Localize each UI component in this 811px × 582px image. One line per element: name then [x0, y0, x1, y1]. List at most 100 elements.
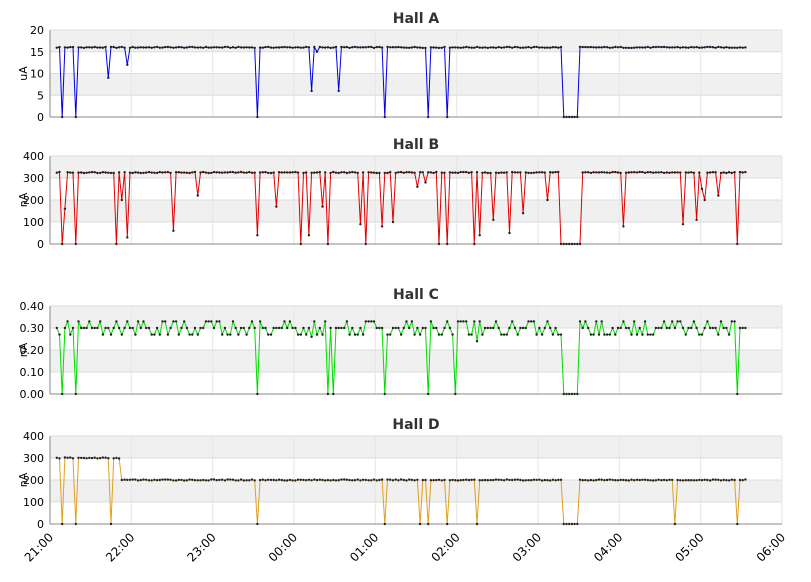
hall-c-data-point [530, 320, 533, 323]
hall-b-data-point [730, 171, 733, 175]
hall-b-data-point [58, 170, 61, 174]
hall-d-data-point [703, 478, 706, 481]
hall-c-data-point [99, 320, 102, 323]
hall-b-data-point [107, 171, 110, 174]
hall-b-data-point [611, 170, 614, 174]
hall-a-data-point [719, 46, 723, 49]
hall-b-data-point [128, 171, 132, 174]
hall-d-data-point [329, 479, 332, 482]
hall-a-data-point [307, 46, 311, 49]
hall-d-data-point [391, 479, 395, 482]
hall-a-data-point [234, 46, 237, 49]
hall-c-data-point [465, 320, 468, 323]
hall-a-data-point [261, 46, 264, 49]
hall-d-data-point [82, 456, 86, 460]
hall-a-data-point [692, 46, 696, 49]
hall-a-data-point [109, 45, 113, 49]
hall-a-data-point [465, 45, 468, 49]
hall-b-data-point [527, 171, 530, 175]
hall-b-data-point [657, 171, 660, 174]
hall-d-data-point [643, 478, 647, 481]
hall-d-data-point [505, 478, 508, 481]
hall-c-data-point [183, 320, 186, 323]
hall-b-data-point [530, 171, 533, 175]
hall-d-data-point [565, 522, 568, 526]
hall-b-data-point [538, 171, 541, 174]
hall-d-data-point [185, 479, 189, 482]
hall-d-data-point [695, 479, 698, 482]
hall-b-data-point [424, 181, 427, 184]
hall-c-data-point [123, 326, 126, 330]
hall-d-data-point [652, 479, 655, 482]
hall-a-data-point [128, 46, 132, 49]
hall-d-data-point [315, 478, 319, 482]
hall-a-data-point [595, 46, 598, 49]
hall-d-data-point [109, 522, 113, 526]
hall-c-data-point [299, 333, 302, 336]
hall-a-data-point [71, 45, 75, 49]
hall-d-data-point [530, 479, 533, 482]
hall-b-data-point [375, 171, 378, 175]
hall-c-data-point [538, 326, 541, 330]
hall-a-data-point [684, 46, 687, 49]
hall-d-data-point [275, 479, 278, 482]
hall-d-data-point [221, 478, 224, 481]
hall-d-data-point [733, 478, 736, 482]
hall-d-data-point [80, 456, 83, 460]
hall-d-data-point [532, 478, 536, 481]
hall-a-data-point [497, 45, 500, 49]
hall-c-data-point [131, 326, 134, 330]
hall-d-data-point [286, 479, 289, 482]
hall-c-data-point [96, 326, 99, 330]
hall-a-data-point [313, 45, 316, 49]
hall-a-data-point [258, 46, 262, 49]
hall-b-data-point [405, 171, 408, 174]
hall-b-data-point [725, 171, 728, 175]
hall-d-data-point [131, 478, 134, 481]
hall-a-data-point [280, 46, 283, 49]
hall-a-data-point [221, 46, 224, 49]
hall-d-data-point [641, 478, 644, 481]
hall-d-data-point [380, 478, 384, 481]
hall-d-data-point [239, 478, 243, 481]
hall-d-data-point [71, 457, 75, 460]
hall-c-data-point [280, 326, 283, 330]
hall-c-data-point [446, 320, 449, 323]
hall-d-data-point [722, 478, 725, 482]
hall-c-data-point [269, 333, 273, 336]
hall-d-data-point [375, 479, 378, 482]
hall-d-data-point [668, 478, 671, 481]
hall-c-data-point [467, 333, 471, 336]
hall-b-data-point [459, 170, 462, 174]
hall-a-data-point [172, 46, 175, 49]
hall-c-data-point [587, 326, 590, 330]
hall-c-data-point [145, 326, 148, 330]
hall-c-data-point [291, 326, 294, 330]
hall-c-data-point [481, 333, 484, 336]
hall-c-data-point [714, 326, 717, 330]
hall-d-data-point [326, 478, 330, 482]
hall-a-data-point [250, 46, 254, 49]
hall-b-data-point [603, 171, 606, 174]
hall-a-data-point [516, 46, 519, 49]
hall-c-data-point [277, 326, 281, 330]
hall-c-y-tick-label: 0.30 [20, 322, 45, 335]
hall-c-data-point [578, 320, 582, 323]
hall-c-data-point [727, 333, 731, 336]
hall-c-data-point [489, 326, 492, 330]
hall-a-data-point [733, 46, 736, 49]
hall-c-data-point [69, 333, 72, 336]
hall-c-data-point [332, 392, 335, 396]
hall-d-data-point [535, 478, 538, 482]
hall-a-data-point [386, 45, 389, 49]
hall-b-data-point [554, 170, 557, 174]
hall-a-data-point [543, 46, 546, 49]
hall-c-data-point [554, 326, 557, 330]
hall-c-data-point [66, 320, 69, 323]
hall-d-data-point [364, 478, 367, 482]
hall-d-data-point [210, 478, 213, 481]
hall-b-data-point [619, 171, 622, 175]
hall-a-data-point [448, 46, 452, 49]
hall-c-data-point [117, 326, 121, 330]
hall-c-data-point [161, 320, 164, 323]
